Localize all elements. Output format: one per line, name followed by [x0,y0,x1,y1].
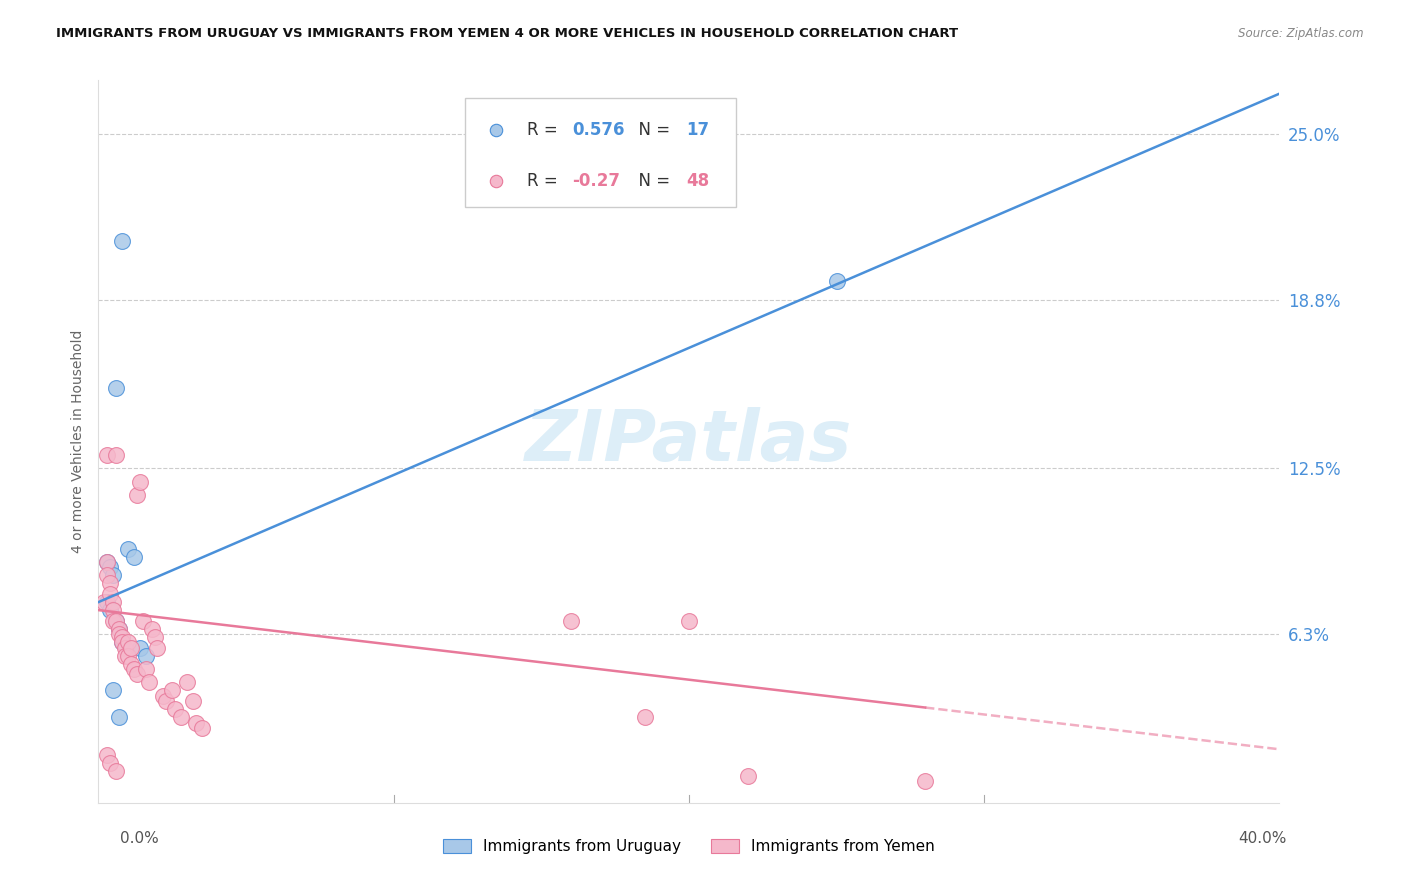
Point [122,549,145,564]
Point [96,568,118,582]
Point [146,640,169,655]
Point [560,614,582,628]
Point [117,541,139,556]
Text: R =: R = [527,121,564,139]
Point [170,710,193,724]
Point [108,627,131,641]
Point [98,587,121,601]
Point [122,662,145,676]
Point [120,640,142,655]
Point [114,640,136,655]
Legend: Immigrants from Uruguay, Immigrants from Yemen: Immigrants from Uruguay, Immigrants from… [437,833,941,860]
Point [825,274,848,288]
Point [155,694,177,708]
Point [105,448,128,462]
Point [176,675,198,690]
Point [114,648,136,663]
Text: 17: 17 [686,121,710,139]
Point [98,603,121,617]
Y-axis label: 4 or more Vehicles in Household: 4 or more Vehicles in Household [70,330,84,553]
Text: 0.576: 0.576 [572,121,624,139]
Text: ZIPatlas: ZIPatlas [526,407,852,476]
Text: Source: ZipAtlas.com: Source: ZipAtlas.com [1239,27,1364,40]
Point [128,640,150,655]
Point [135,662,157,676]
Point [125,488,148,502]
Point [108,622,131,636]
Point [105,614,128,628]
Text: -0.27: -0.27 [572,172,620,190]
Point [103,603,125,617]
Point [96,555,118,569]
Text: 0.0%: 0.0% [120,831,159,846]
Point [96,747,118,762]
Point [152,689,174,703]
Point [143,630,166,644]
Point [138,675,160,690]
Text: N =: N = [627,172,675,190]
Text: N =: N = [627,121,675,139]
Point [111,630,134,644]
Point [132,614,155,628]
Point [98,560,121,574]
Point [111,234,134,248]
Point [181,694,204,708]
Point [184,715,207,730]
Point [103,614,125,628]
Point [111,635,134,649]
Point [98,756,121,770]
Point [191,721,214,735]
Point [111,635,134,649]
Point [105,614,128,628]
Point [96,448,118,462]
Point [634,710,657,724]
Text: 48: 48 [686,172,710,190]
Point [105,381,128,395]
Point [737,769,759,783]
Point [135,648,157,663]
Point [103,568,125,582]
Point [165,702,187,716]
Point [103,595,125,609]
Point [128,475,150,489]
Point [108,710,131,724]
Point [117,648,139,663]
Text: IMMIGRANTS FROM URUGUAY VS IMMIGRANTS FROM YEMEN 4 OR MORE VEHICLES IN HOUSEHOLD: IMMIGRANTS FROM URUGUAY VS IMMIGRANTS FR… [56,27,959,40]
FancyBboxPatch shape [464,98,737,207]
Point [120,657,142,671]
Point [117,635,139,649]
Point [103,683,125,698]
Point [162,683,183,698]
Point [93,595,115,609]
Point [96,595,118,609]
Point [98,576,121,591]
Text: R =: R = [527,172,564,190]
Point [108,622,131,636]
Point [678,614,700,628]
Point [141,622,163,636]
Point [125,667,148,681]
Point [96,555,118,569]
Point [105,764,128,778]
Text: 40.0%: 40.0% [1239,831,1286,846]
Point [914,774,936,789]
